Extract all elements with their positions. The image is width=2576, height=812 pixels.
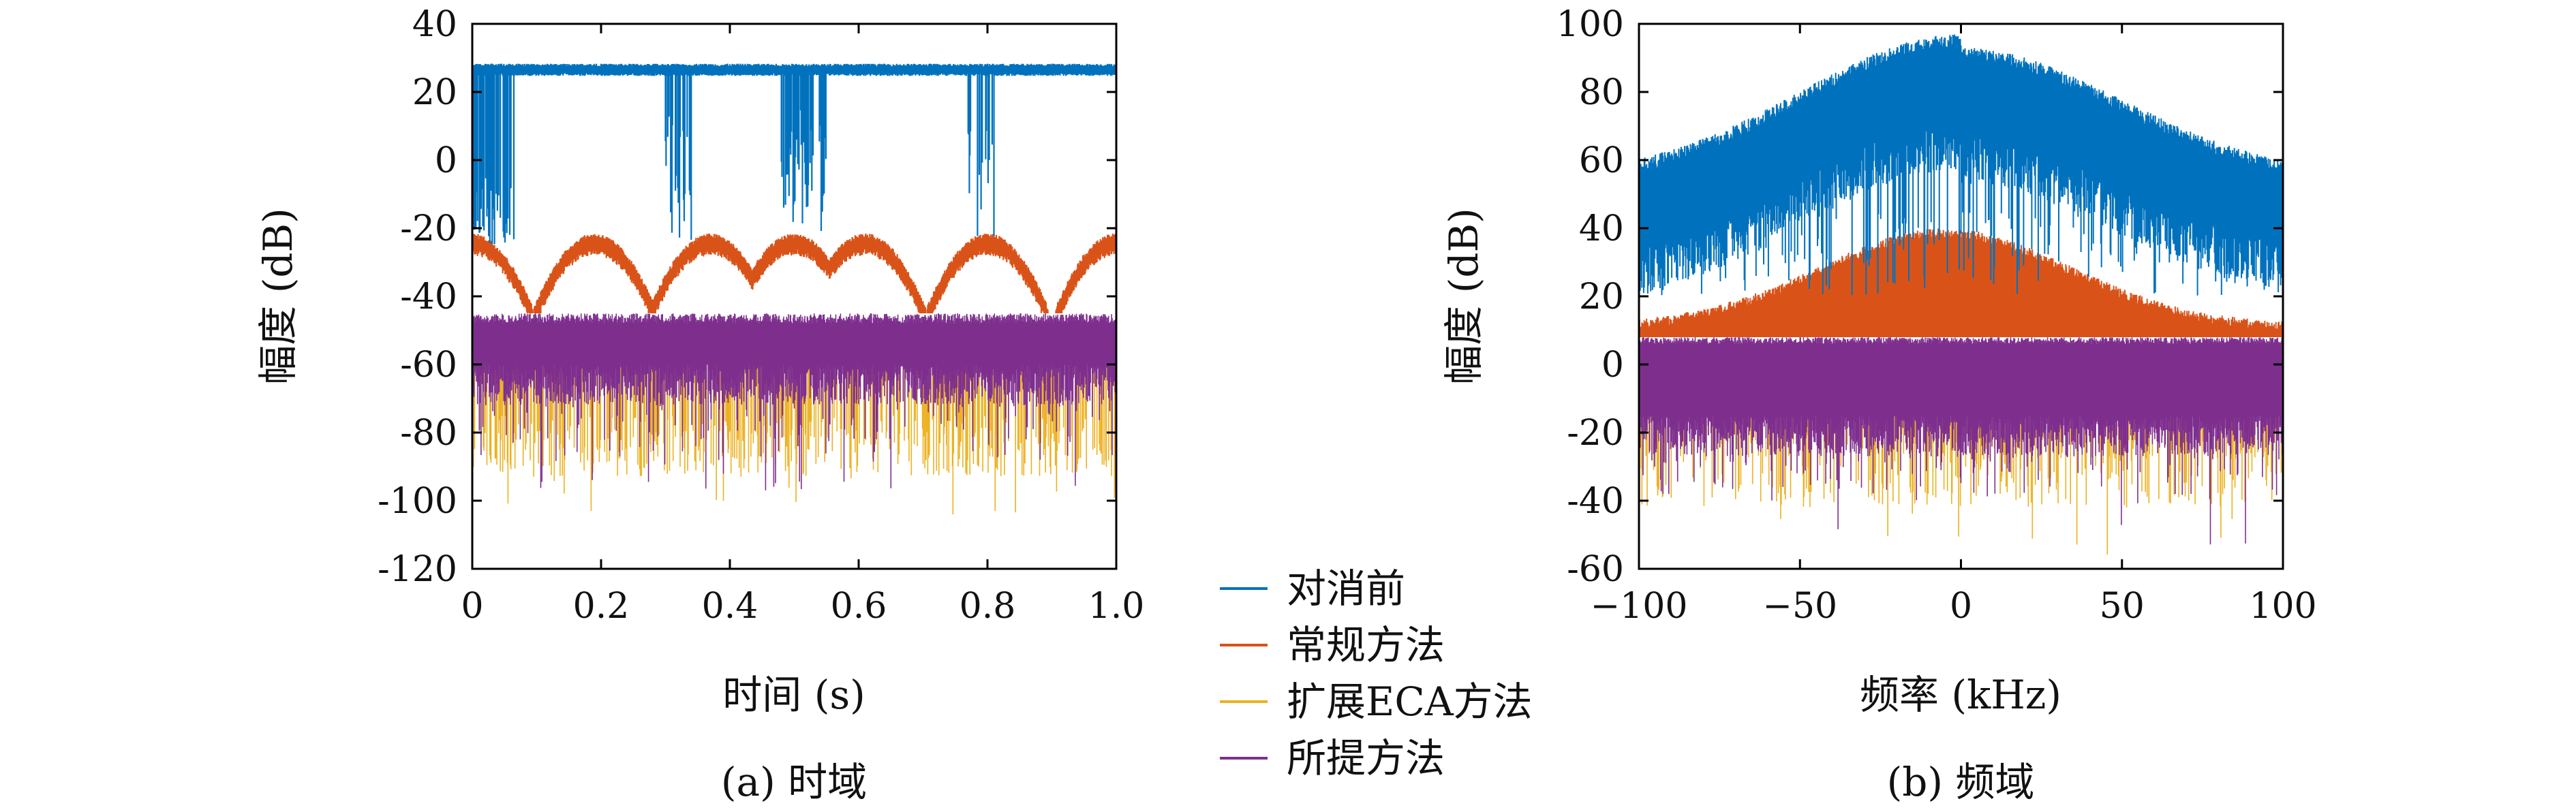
legend-label-conventional: 常规方法 [1287, 622, 1445, 668]
time-domain-xtick-label: 0.2 [573, 586, 630, 627]
series-before [471, 63, 1118, 245]
frequency-domain-ytick-label: 20 [1579, 277, 1624, 317]
frequency-domain-xtick-label: 100 [2249, 586, 2316, 627]
time-domain-ytick-label: 40 [412, 4, 457, 45]
time-domain-ytick-label: -80 [400, 413, 457, 454]
frequency-domain-ytick-label: -40 [1567, 481, 1624, 522]
series-conventional [471, 233, 1118, 313]
legend-label-extended-eca: 扩展ECA方法 [1287, 678, 1533, 725]
frequency-domain-ylabel: 幅度 (dB) [1441, 208, 1487, 384]
frequency-domain-caption: (b) 频域 [1887, 759, 2035, 805]
frequency-domain-xtick-label: −100 [1591, 586, 1688, 627]
time-domain-xtick-label: 0.4 [702, 586, 758, 627]
time-domain-ytick-label: -120 [378, 549, 457, 590]
frequency-domain-xtick-label: 50 [2100, 586, 2145, 627]
frequency-domain-ytick-label: 0 [1601, 345, 1624, 386]
time-domain-xtick-label: 1.0 [1088, 586, 1145, 627]
frequency-domain-xtick-label: −50 [1762, 586, 1837, 627]
frequency-domain-ytick-label: -20 [1567, 413, 1624, 454]
frequency-domain-ytick-label: 100 [1557, 4, 1624, 45]
legend: 对消前 常规方法 扩展ECA方法 所提方法 [1220, 565, 1533, 781]
time-domain-xtick-label: 0.8 [960, 586, 1016, 627]
time-domain-plot-area [471, 63, 1118, 515]
frequency-domain-ytick-label: 40 [1579, 208, 1624, 249]
frequency-domain-xlabel: 频率 (kHz) [1860, 672, 2061, 718]
frequency-domain-plot-area [1638, 34, 2284, 555]
frequency-domain-ticks: −100 −50 0 50 100 100 80 60 40 20 0 -20 -40 -60 [1557, 4, 2317, 627]
time-domain-ytick-label: -40 [400, 277, 457, 317]
frequency-domain-ytick-label: -60 [1567, 549, 1624, 590]
legend-label-proposed: 所提方法 [1287, 735, 1445, 781]
time-domain-ytick-label: -20 [400, 208, 457, 249]
legend-label-before: 对消前 [1287, 565, 1405, 612]
time-domain-xtick-label: 0.6 [831, 586, 887, 627]
time-domain-panel: 0 0.2 0.4 0.6 0.8 1.0 40 20 0 -20 -40 -60 -80 -100 -12… [255, 4, 1144, 805]
time-domain-ticks: 0 0.2 0.4 0.6 0.8 1.0 40 20 0 -20 -40 -60 -80 -100 -12… [378, 4, 1144, 627]
frequency-domain-ytick-label: 60 [1579, 140, 1624, 181]
time-domain-xlabel: 时间 (s) [722, 672, 865, 718]
frequency-domain-xtick-label: 0 [1950, 586, 1972, 627]
time-domain-ytick-label: -60 [400, 345, 457, 386]
time-domain-ytick-label: 20 [412, 72, 457, 113]
time-domain-xtick-label: 0 [461, 586, 483, 627]
time-domain-ytick-label: 0 [435, 140, 457, 181]
frequency-domain-ytick-label: 80 [1579, 72, 1624, 113]
series-proposed [472, 313, 1117, 490]
frequency-domain-panel: −100 −50 0 50 100 100 80 60 40 20 0 -20 -40 -60 频率 (k… [1441, 4, 2317, 805]
time-domain-ylabel: 幅度 (dB) [255, 208, 301, 384]
time-domain-caption: (a) 时域 [721, 759, 867, 805]
time-domain-ytick-label: -100 [378, 481, 457, 522]
